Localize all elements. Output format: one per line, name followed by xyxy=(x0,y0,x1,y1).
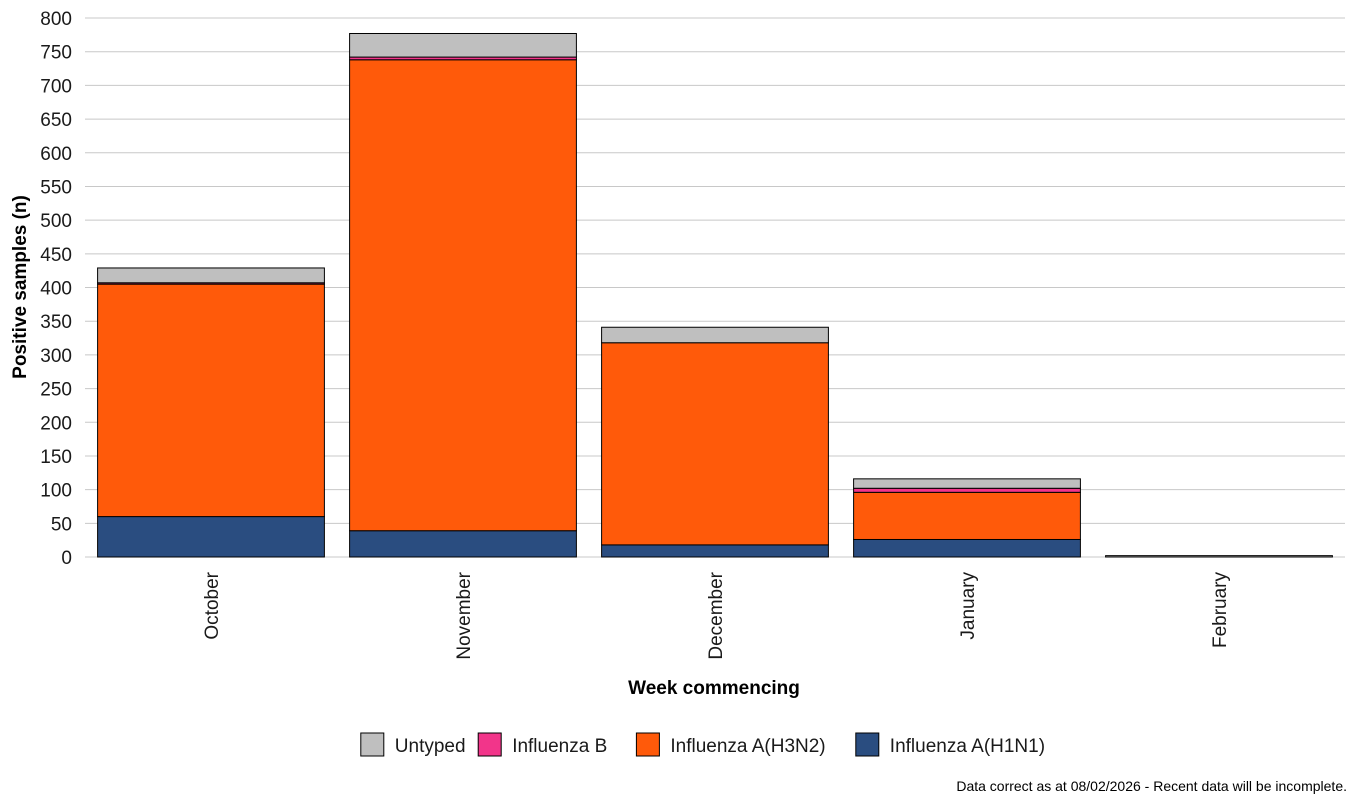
legend-label: Influenza A(H3N2) xyxy=(670,736,825,757)
bars xyxy=(97,32,1333,558)
legend-label: Influenza A(H1N1) xyxy=(890,736,1045,757)
y-tick-label: 200 xyxy=(40,413,72,434)
y-tick-label: 50 xyxy=(51,514,72,535)
y-tick-label: 400 xyxy=(40,279,72,300)
x-axis-title: Week commencing xyxy=(628,678,800,699)
bar-untyped-january xyxy=(853,478,1081,489)
bar-untyped-october xyxy=(97,267,325,284)
legend: Untyped Influenza B Influenza A(H3N2) Influ… xyxy=(360,732,1045,757)
x-tick-label: December xyxy=(706,571,727,659)
legend-key xyxy=(635,732,660,757)
x-tick-label: October xyxy=(202,571,223,639)
y-tick-label: 550 xyxy=(40,177,72,198)
bar-influenza-a-h3n2--december xyxy=(601,342,829,546)
legend-key xyxy=(360,732,385,757)
bar-influenza-a-h3n2--october xyxy=(97,283,325,518)
data-note: Data correct as at 08/02/2026 - Recent d… xyxy=(956,778,1347,794)
bar-influenza-a-h3n2--november xyxy=(349,59,577,532)
y-tick-label: 350 xyxy=(40,312,72,333)
legend-label: Influenza B xyxy=(512,736,607,757)
bar-untyped-february xyxy=(1105,555,1333,558)
bar-influenza-b-january xyxy=(853,487,1081,493)
y-tick-label: 300 xyxy=(40,346,72,367)
bar-untyped-december xyxy=(601,326,829,344)
bar-influenza-a-h3n2--january xyxy=(853,491,1081,540)
y-tick-label: 450 xyxy=(40,245,72,266)
y-tick-label: 800 xyxy=(40,9,72,30)
bar-influenza-a-h1n1--november xyxy=(349,530,577,558)
legend-key xyxy=(477,732,502,757)
y-axis-ticks: 0 50 100 150 200 250 300 350 400 450 500 550 600 650 7… xyxy=(40,9,72,569)
bar-untyped-november xyxy=(349,32,577,58)
bar-influenza-a-h1n1--december xyxy=(601,544,829,558)
bar-influenza-a-h1n1--january xyxy=(853,538,1081,558)
x-tick-label: January xyxy=(958,572,979,640)
y-tick-label: 750 xyxy=(40,43,72,64)
y-tick-label: 100 xyxy=(40,481,72,502)
y-tick-label: 500 xyxy=(40,211,72,232)
legend-label: Untyped xyxy=(395,736,466,757)
y-tick-label: 650 xyxy=(40,110,72,131)
y-tick-label: 0 xyxy=(61,548,72,569)
bar-influenza-a-h1n1--october xyxy=(97,516,325,558)
x-axis-ticks: October November December January February xyxy=(202,571,1231,659)
y-axis-title: Positive samples (n) xyxy=(10,195,31,379)
y-tick-label: 250 xyxy=(40,380,72,401)
legend-key xyxy=(855,732,880,757)
x-tick-label: November xyxy=(454,571,475,659)
y-tick-label: 600 xyxy=(40,144,72,165)
y-tick-label: 700 xyxy=(40,76,72,97)
y-tick-label: 150 xyxy=(40,447,72,468)
x-tick-label: February xyxy=(1210,572,1231,649)
